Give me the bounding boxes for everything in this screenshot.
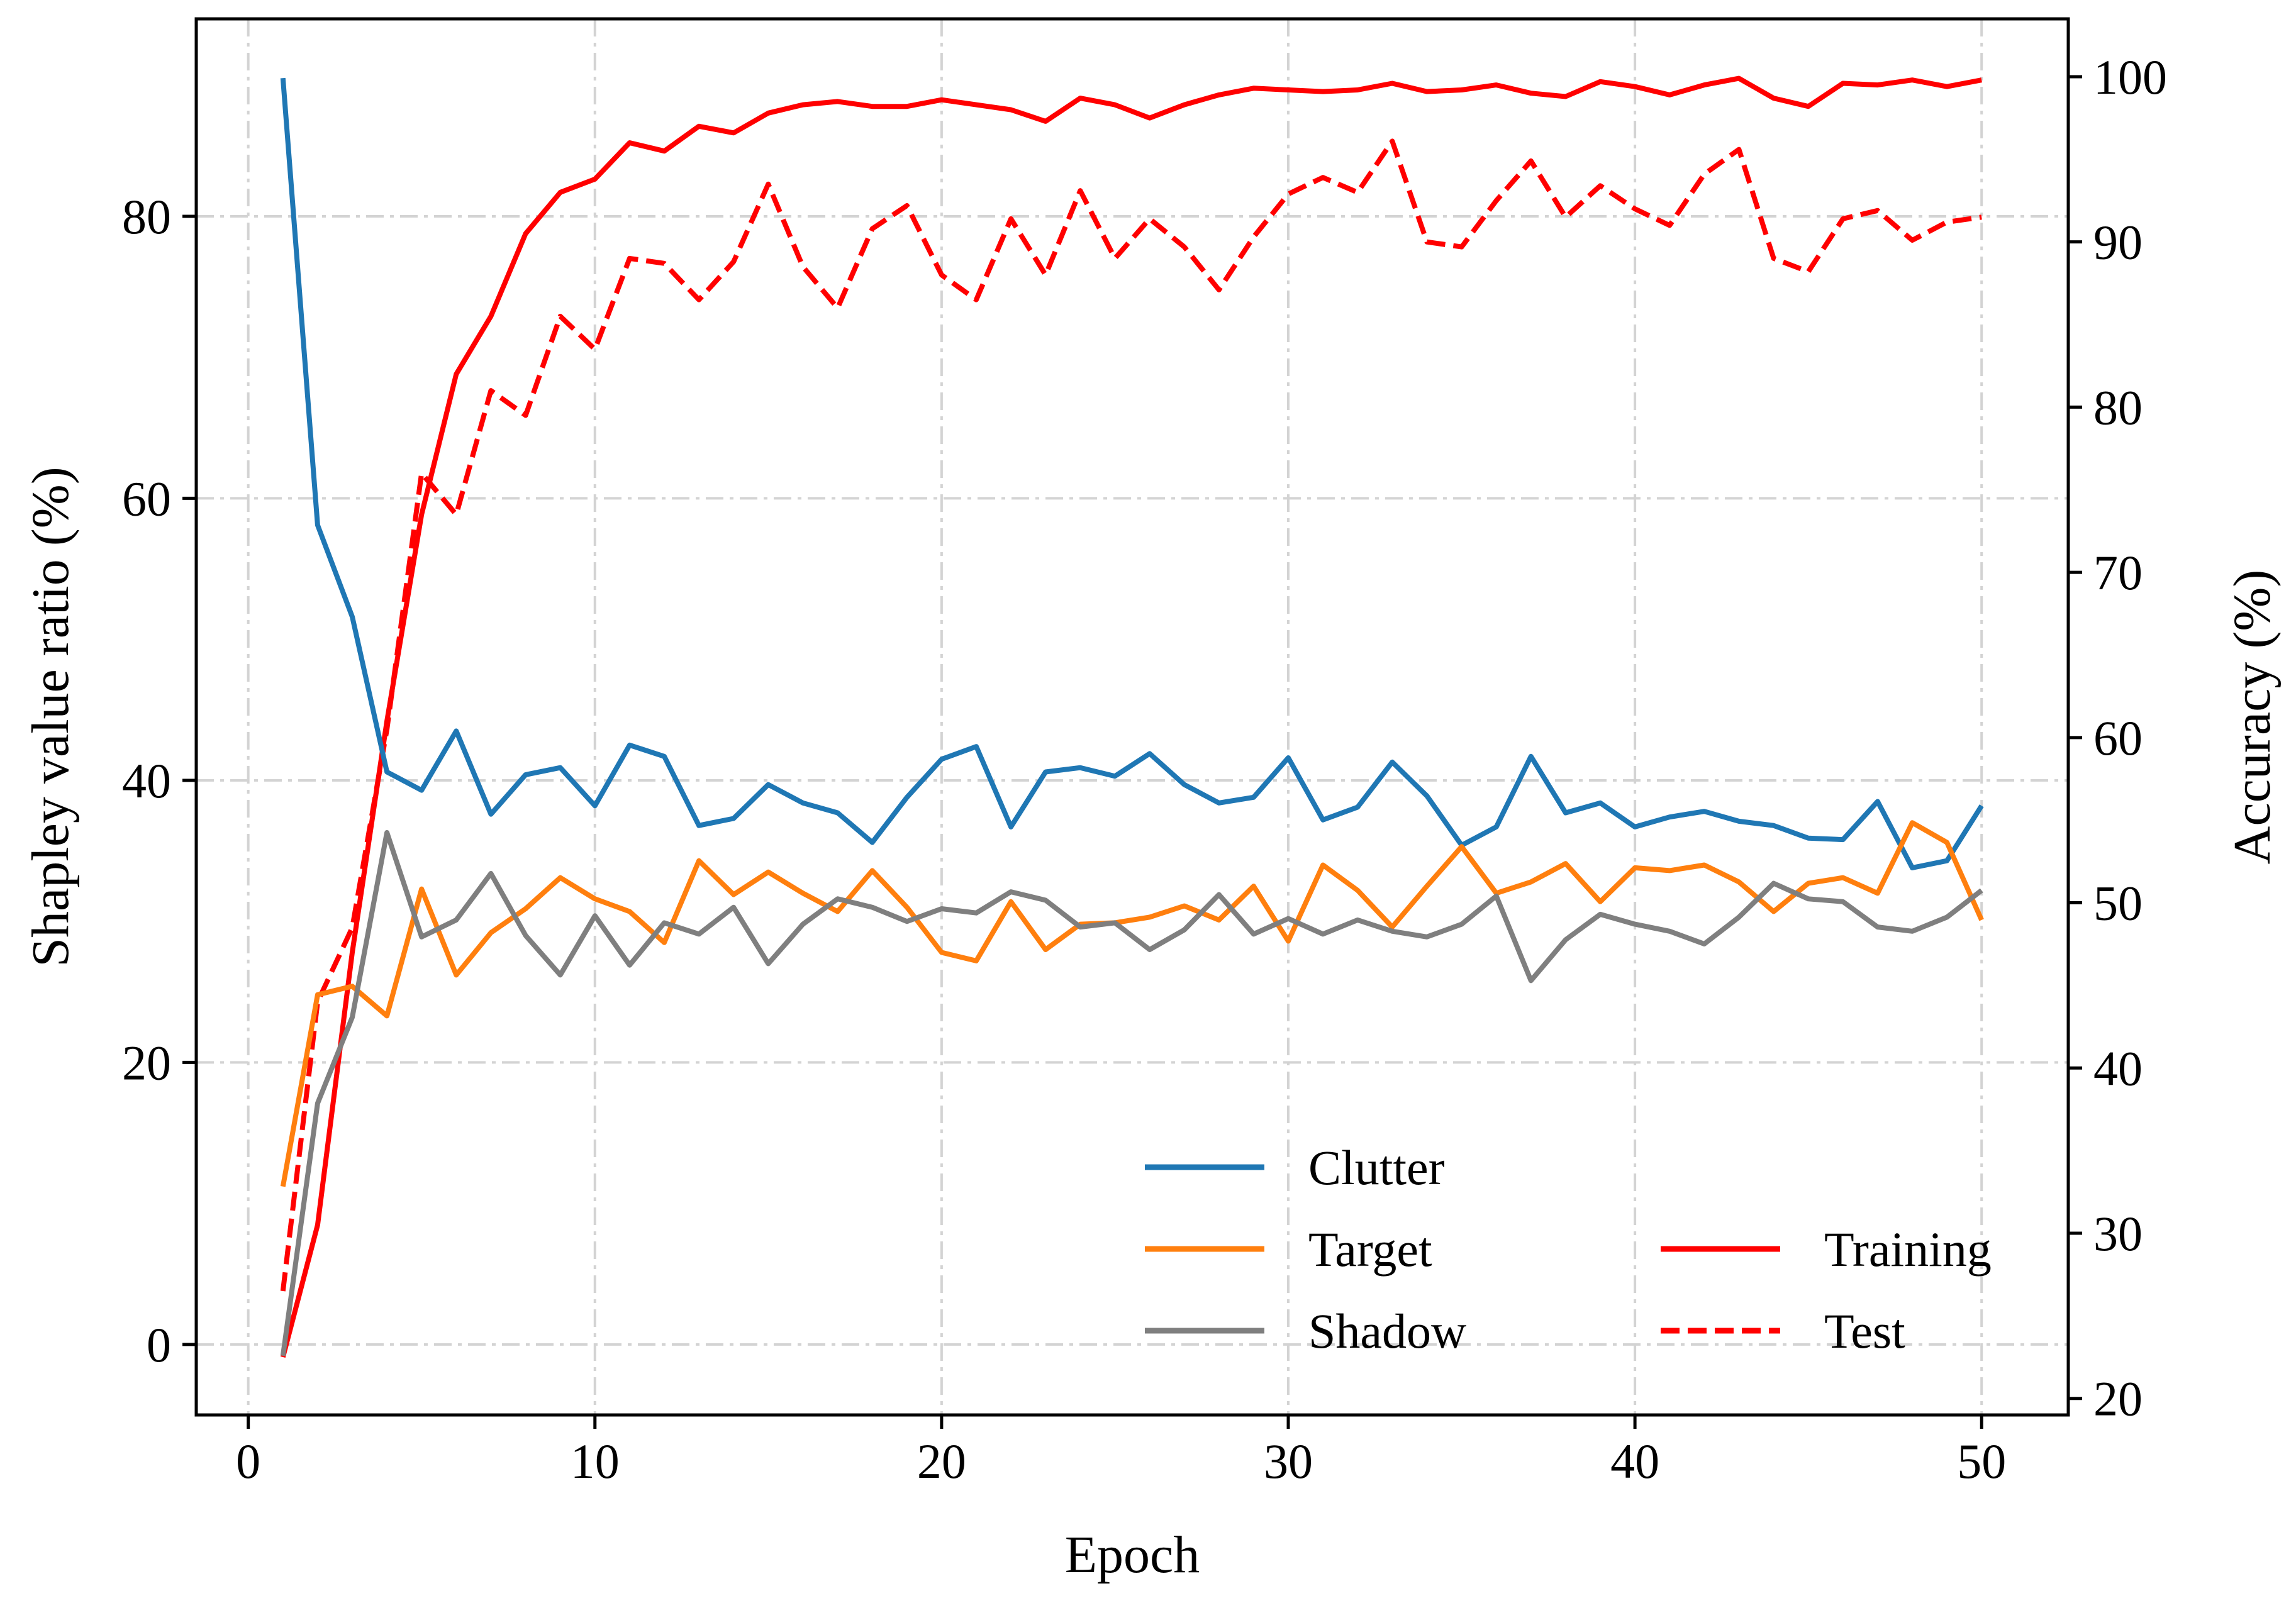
series-shadow-line	[280, 829, 1983, 1356]
y-right-tick-label: 90	[2093, 215, 2143, 270]
y-right-tick-label: 50	[2093, 876, 2143, 931]
series-layer	[280, 75, 1984, 1358]
y-right-tick-label: 20	[2093, 1372, 2143, 1426]
x-tick-label: 0	[236, 1434, 260, 1489]
legend-right: Training Test	[1661, 1222, 1992, 1358]
y-axis-right: 20 30 40 50 60 70 80 90 100	[2068, 50, 2167, 1426]
y-left-tick-label: 60	[122, 471, 171, 526]
legend: Clutter Target Shadow Training Test	[1145, 1140, 1992, 1358]
legend-label-clutter: Clutter	[1308, 1140, 1445, 1195]
legend-left: Clutter Target Shadow	[1145, 1140, 1466, 1358]
y-right-tick-label: 70	[2093, 545, 2143, 600]
y-axis-right-label: Accuracy (%)	[2223, 570, 2282, 865]
x-axis-label: Epoch	[1065, 1526, 1200, 1584]
y-axis-left-label: Shapley value ratio (%)	[21, 467, 80, 967]
legend-label-test: Test	[1824, 1304, 1905, 1358]
x-tick-label: 50	[1957, 1434, 2006, 1489]
legend-label-training: Training	[1824, 1222, 1992, 1277]
series-target-line	[280, 820, 1984, 1187]
y-left-tick-label: 20	[122, 1035, 171, 1090]
y-right-tick-label: 30	[2093, 1206, 2143, 1261]
y-left-tick-label: 80	[122, 189, 171, 244]
series-training-line	[280, 75, 1982, 1358]
plot-frame	[194, 17, 2070, 1417]
y-left-tick-label: 40	[122, 753, 171, 808]
series-clutter-line	[280, 77, 1984, 870]
y-right-tick-label: 60	[2093, 711, 2143, 765]
legend-label-shadow: Shadow	[1308, 1304, 1466, 1358]
y-right-tick-label: 100	[2093, 50, 2167, 104]
x-tick-label: 20	[917, 1434, 966, 1489]
legend-label-target: Target	[1308, 1222, 1432, 1277]
y-axis-left: 0 20 40 60 80	[122, 189, 196, 1372]
y-left-tick-label: 0	[147, 1317, 171, 1372]
grid-lines	[196, 19, 2068, 1415]
y-right-tick-label: 80	[2093, 380, 2143, 435]
x-axis: 0 10 20 30 40 50	[236, 1415, 2006, 1489]
y-right-tick-label: 40	[2093, 1041, 2143, 1095]
x-tick-label: 10	[571, 1434, 620, 1489]
x-tick-label: 30	[1264, 1434, 1313, 1489]
series-test-line	[280, 138, 1982, 1292]
x-tick-label: 40	[1610, 1434, 1659, 1489]
